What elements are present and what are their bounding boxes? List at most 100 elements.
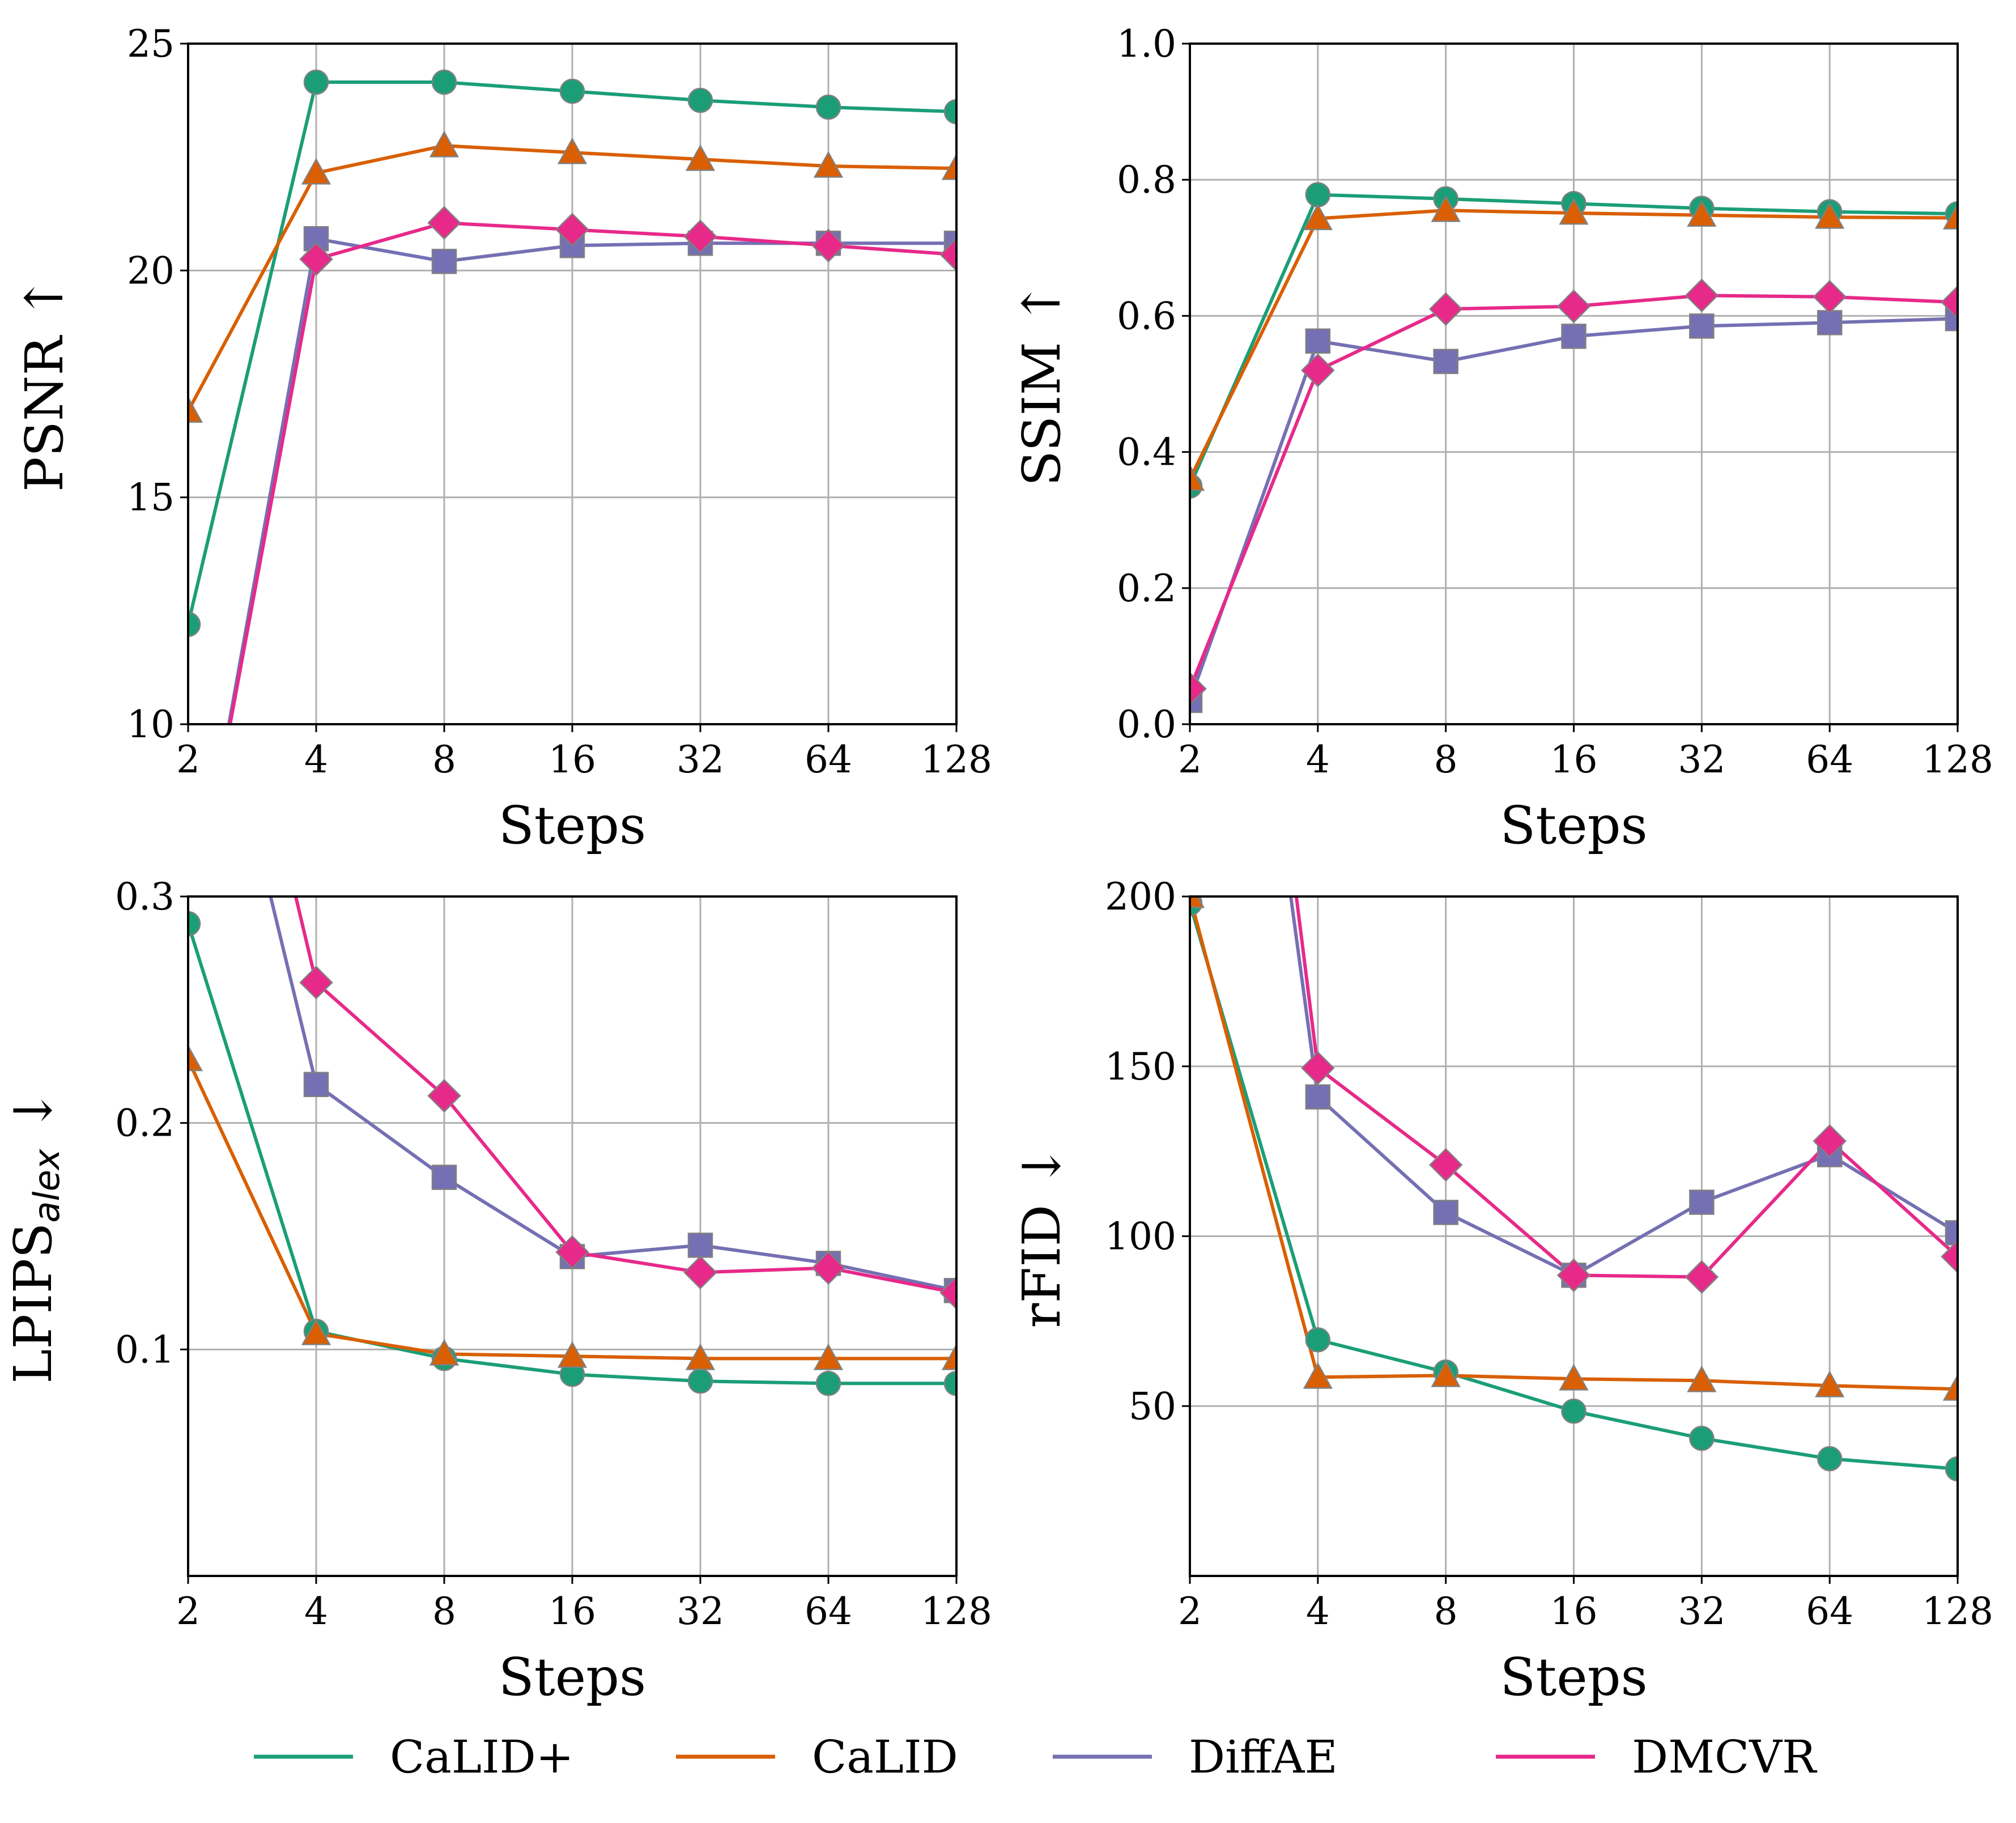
ssim-panel: 2 4 8 16 32 64 128 0.0 0.2 0.4 0.6 0.8 1.0 Steps SSIM … bbox=[1011, 22, 1993, 856]
y-tick-label: 10 bbox=[127, 703, 175, 746]
data-point-calid-plus bbox=[1305, 1327, 1331, 1353]
x-tick-label: 32 bbox=[677, 1590, 724, 1633]
data-point-diffae bbox=[687, 1233, 713, 1258]
data-point-dmcvr bbox=[555, 213, 589, 247]
y-tick-label: 25 bbox=[127, 22, 175, 66]
data-point-calid-plus bbox=[1305, 182, 1331, 207]
x-tick-label: 32 bbox=[1678, 1590, 1725, 1633]
data-point-dmcvr bbox=[1685, 1260, 1719, 1294]
data-point-dmcvr bbox=[939, 1276, 956, 1310]
data-point-calid-plus bbox=[1689, 1425, 1715, 1451]
data-point-calid-plus bbox=[559, 78, 585, 104]
x-tick-label: 64 bbox=[1806, 738, 1853, 781]
rfid-panel: 2 4 8 16 32 64 128 50 100 150 200 Steps rFID ↓ bbox=[1011, 875, 1993, 1707]
data-point-calid bbox=[301, 158, 331, 185]
data-point-dmcvr bbox=[683, 1255, 717, 1290]
data-point-calid bbox=[188, 1044, 203, 1072]
data-point-calid-plus bbox=[1945, 1456, 1958, 1482]
y-tick-label: 15 bbox=[127, 476, 175, 520]
data-point-calid bbox=[1687, 200, 1717, 227]
data-point-calid-plus bbox=[303, 69, 329, 95]
legend-label-dmcvr: DMCVR bbox=[1632, 1731, 1818, 1783]
data-point-calid bbox=[941, 1343, 956, 1370]
x-tick-label: 64 bbox=[1806, 1590, 1853, 1633]
data-point-dmcvr bbox=[1941, 1239, 1958, 1274]
y-tick-label: 150 bbox=[1105, 1045, 1176, 1089]
x-axis-title: Steps bbox=[1500, 795, 1648, 856]
x-tick-label: 16 bbox=[1550, 738, 1598, 781]
data-point-dmcvr bbox=[1301, 353, 1335, 388]
x-tick-label: 4 bbox=[1306, 1590, 1330, 1633]
y-tick-label: 0.2 bbox=[1117, 567, 1176, 610]
x-tick-label: 4 bbox=[304, 738, 328, 781]
x-tick-label: 4 bbox=[1306, 738, 1330, 781]
data-point-calid bbox=[301, 1318, 331, 1345]
data-point-calid bbox=[1559, 1363, 1589, 1391]
y-axis-title: SSIM ↑ bbox=[1011, 282, 1072, 486]
x-axis-title: Steps bbox=[499, 795, 647, 856]
data-point-calid bbox=[1190, 896, 1205, 908]
data-point-diffae bbox=[431, 249, 457, 274]
data-point-dmcvr bbox=[1556, 1258, 1591, 1293]
x-tick-label: 2 bbox=[1178, 738, 1202, 781]
data-point-calid bbox=[557, 137, 588, 164]
data-point-calid-plus bbox=[188, 611, 201, 638]
data-point-dmcvr bbox=[1813, 280, 1847, 314]
lpips-panel: 2 4 8 16 32 64 128 0.1 0.2 0.3 Steps LPIPSalex ↓ bbox=[3, 875, 992, 1707]
data-point-diffae bbox=[1305, 328, 1331, 354]
data-point-diffae bbox=[431, 1165, 457, 1190]
data-point-dmcvr bbox=[299, 242, 333, 277]
data-point-calid bbox=[1942, 202, 1958, 230]
x-tick-label: 16 bbox=[548, 738, 596, 781]
data-point-diffae bbox=[1433, 349, 1458, 375]
plot-area bbox=[1190, 896, 1958, 1482]
data-point-dmcvr bbox=[1190, 672, 1207, 706]
legend-label-diffae: DiffAE bbox=[1189, 1731, 1338, 1783]
data-point-calid bbox=[1190, 464, 1205, 491]
x-tick-label: 4 bbox=[304, 1590, 328, 1633]
data-point-calid-plus bbox=[943, 99, 956, 125]
x-tick-label: 2 bbox=[176, 1590, 200, 1633]
data-point-calid-plus bbox=[687, 87, 713, 113]
data-point-calid bbox=[188, 396, 203, 423]
x-tick-label: 16 bbox=[548, 1590, 596, 1633]
data-point-calid bbox=[813, 1343, 844, 1370]
data-point-calid bbox=[1942, 1374, 1958, 1401]
data-point-dmcvr bbox=[427, 1078, 461, 1113]
y-tick-label: 0.1 bbox=[115, 1328, 175, 1371]
x-tick-label: 8 bbox=[432, 738, 456, 781]
data-point-dmcvr bbox=[683, 219, 717, 254]
data-point-dmcvr bbox=[1813, 1124, 1847, 1158]
data-point-dmcvr bbox=[811, 228, 845, 263]
data-point-dmcvr bbox=[1685, 278, 1719, 313]
data-point-calid bbox=[685, 144, 716, 171]
data-point-diffae bbox=[1433, 1200, 1458, 1225]
data-point-calid-plus bbox=[815, 1371, 841, 1396]
x-tick-label: 16 bbox=[1550, 1590, 1598, 1633]
data-point-diffae bbox=[303, 1072, 329, 1097]
data-point-diffae bbox=[1689, 1189, 1715, 1215]
data-point-calid-plus bbox=[1817, 1446, 1843, 1472]
legend: CaLID+ CaLID DiffAE DMCVR bbox=[254, 1731, 1818, 1783]
y-tick-label: 0.6 bbox=[1117, 294, 1176, 338]
data-point-calid bbox=[1687, 1365, 1717, 1392]
x-tick-label: 64 bbox=[805, 1590, 852, 1633]
data-point-calid bbox=[1431, 195, 1461, 222]
y-tick-label: 20 bbox=[127, 249, 175, 292]
data-point-diffae bbox=[1689, 313, 1715, 339]
data-point-calid bbox=[429, 130, 460, 158]
data-point-diffae bbox=[1305, 1084, 1331, 1110]
x-tick-label: 2 bbox=[1178, 1590, 1202, 1633]
data-point-calid-plus bbox=[1561, 1398, 1587, 1424]
data-point-dmcvr bbox=[1941, 285, 1958, 320]
data-point-dmcvr bbox=[1301, 1051, 1335, 1085]
y-tick-label: 50 bbox=[1129, 1384, 1176, 1428]
data-point-calid bbox=[1815, 202, 1845, 229]
y-tick-label: 0.3 bbox=[115, 875, 175, 919]
data-point-calid bbox=[941, 153, 956, 180]
x-tick-label: 8 bbox=[432, 1590, 456, 1633]
data-point-dmcvr bbox=[1556, 289, 1591, 324]
x-tick-label: 8 bbox=[1434, 738, 1458, 781]
data-point-dmcvr bbox=[427, 206, 461, 240]
